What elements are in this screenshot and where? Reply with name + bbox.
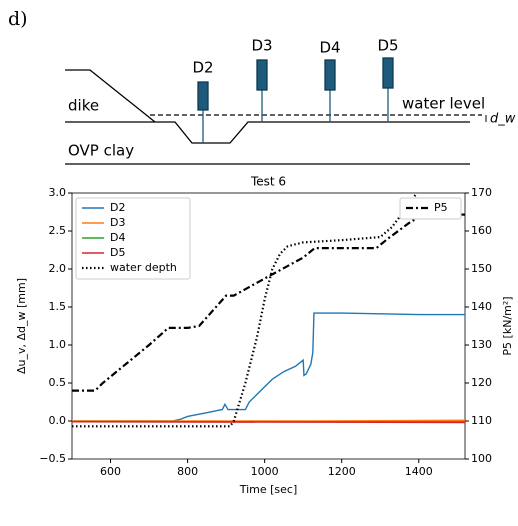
y2-tick-label: 170	[471, 186, 492, 199]
chart-title: Test 6	[250, 175, 286, 189]
y-tick-label: 2.0	[49, 262, 67, 275]
legend-label: water depth	[110, 261, 177, 274]
legend-box	[399, 197, 462, 220]
y2-tick-label: 150	[471, 262, 492, 275]
y2-tick-label: 130	[471, 338, 492, 351]
dw-label: d_w	[490, 112, 516, 127]
series-line	[72, 312, 465, 422]
chart: Test 6 600 800 1000 1200 1400 −0.5 0.0 0.5 1.0 1.5…	[15, 175, 514, 497]
y-tick-label: 0.5	[49, 376, 67, 389]
series-line	[72, 421, 465, 424]
ground-profile	[65, 69, 470, 144]
y-axis-label: Δu_v, Δd_w [mm]	[15, 278, 28, 374]
y2-tick-label: 120	[471, 376, 492, 389]
water-level-label: water level	[402, 95, 485, 113]
y-tick-label: 1.5	[49, 300, 67, 313]
sensor	[197, 81, 209, 111]
y-tick-label: 3.0	[49, 186, 67, 199]
y-tick-label: 0.0	[49, 414, 67, 427]
sensor	[324, 59, 336, 91]
x-tick-label: 600	[100, 465, 121, 478]
sensor-label: D2	[192, 59, 213, 77]
legend-label: D5	[110, 246, 125, 259]
series-line	[72, 419, 465, 422]
sensor	[382, 57, 394, 89]
y2-tick-label: 160	[471, 224, 492, 237]
x-tick-label: 1400	[405, 465, 433, 478]
y2-tick-label: 100	[471, 452, 492, 465]
x-tick-label: 1000	[251, 465, 279, 478]
clay-label: OVP clay	[68, 142, 134, 160]
sensor-label: D4	[319, 39, 340, 57]
y2-tick-label: 110	[471, 414, 492, 427]
y-tick-label: −0.5	[39, 452, 66, 465]
sensor-label: D3	[251, 37, 272, 55]
x-tick-label: 1200	[328, 465, 356, 478]
plot-area	[72, 193, 465, 428]
legend-label: D3	[110, 216, 125, 229]
series-line	[72, 193, 418, 428]
legend-label: D4	[110, 231, 125, 244]
legend-label: D2	[110, 201, 125, 214]
sensor-label: D5	[377, 37, 398, 55]
diagram	[65, 57, 487, 165]
series-line	[72, 212, 465, 392]
legend-box	[75, 197, 191, 280]
y-tick-label: 1.0	[49, 338, 67, 351]
y-tick-label: 2.5	[49, 224, 67, 237]
x-tick-label: 800	[177, 465, 198, 478]
sensor	[256, 59, 268, 91]
dike-label: dike	[68, 97, 99, 115]
plot-frame	[71, 192, 466, 460]
panel-label: d)	[8, 8, 28, 30]
y2-tick-label: 140	[471, 300, 492, 313]
legend-label: P5	[434, 201, 448, 214]
y2-axis-label: P5 [kN/m²]	[501, 296, 514, 355]
x-axis-label: Time [sec]	[239, 483, 298, 496]
